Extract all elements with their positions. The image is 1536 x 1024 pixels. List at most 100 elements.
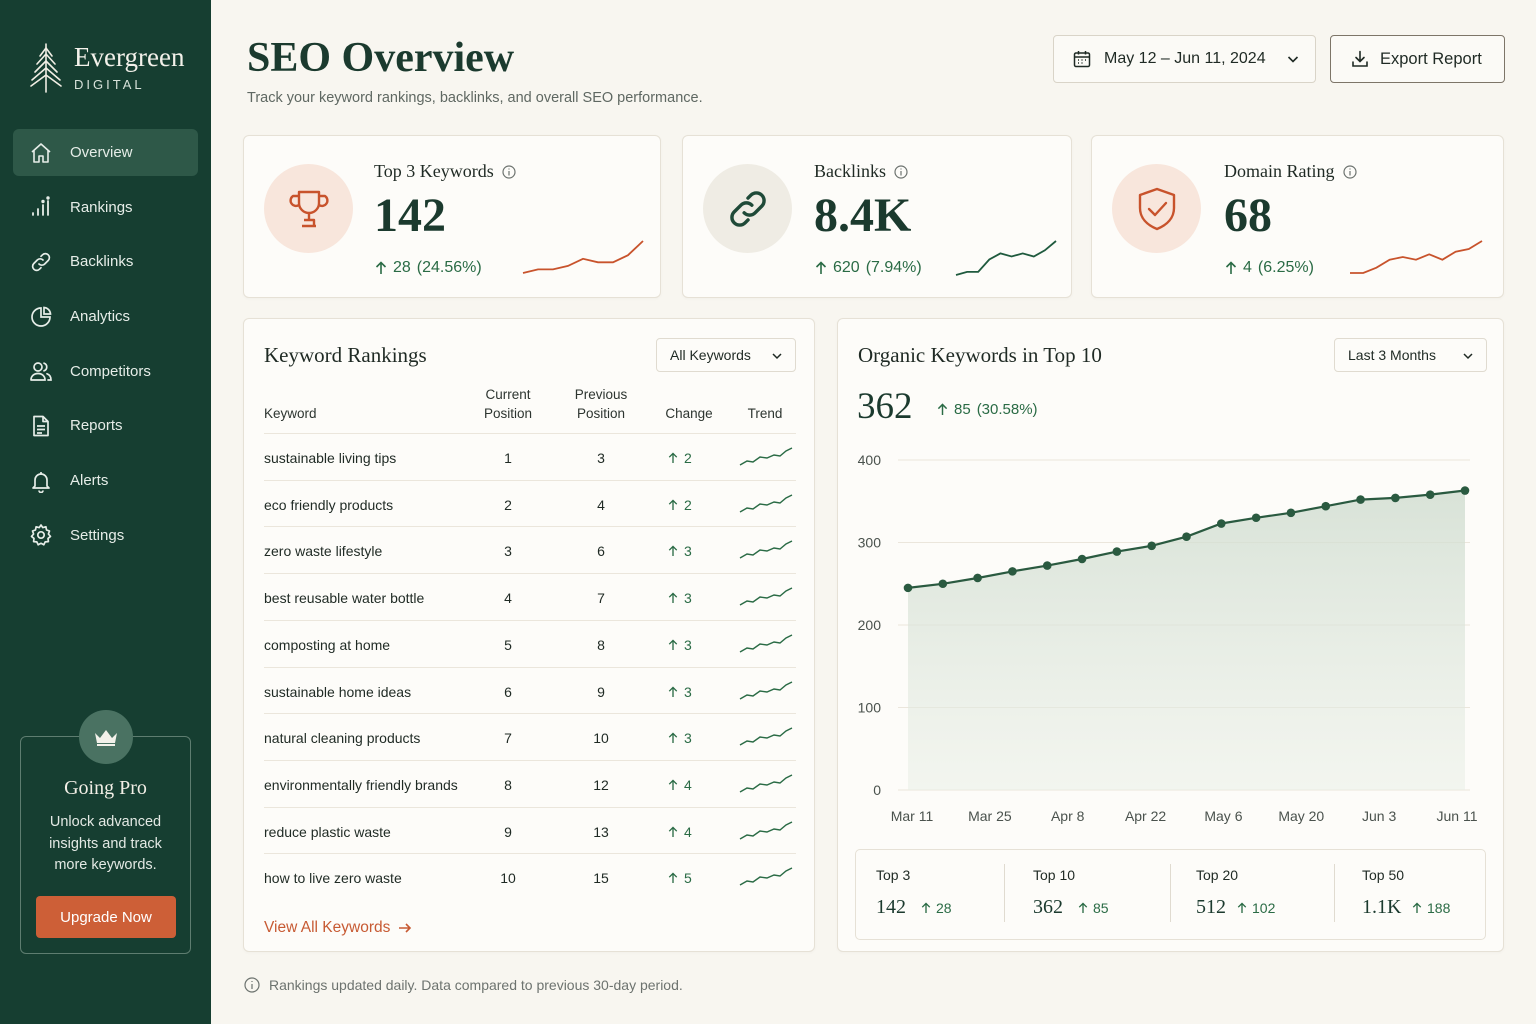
sidebar-item-alerts[interactable]: Alerts [13,457,198,504]
keyword-cell: eco friendly products [264,496,394,513]
kpi-sparkline [1350,240,1483,274]
table-row[interactable]: reduce plastic waste 9 13 4 [264,806,796,854]
arrow-up-icon [668,779,678,790]
brand-sub: DIGITAL [74,77,145,92]
change-cell: 4 [668,824,692,840]
shield-check-icon [1138,187,1175,230]
x-tick-label: Apr 8 [1051,808,1085,824]
x-tick-label: Mar 25 [968,808,1012,824]
sidebar-nav: Overview Rankings Backlinks Analytics Co… [13,129,198,567]
column-header-current: Current Position [483,387,533,421]
change-cell: 3 [668,637,692,653]
data-point [1042,561,1052,570]
table-row[interactable]: sustainable home ideas 6 9 3 [264,666,796,714]
home-icon [31,142,51,163]
arrow-up-icon [937,403,948,415]
keyword-cell: reduce plastic waste [264,823,391,840]
area-fill [908,490,1465,790]
trend-sparkline [739,540,793,559]
keyword-cell: natural cleaning products [264,730,421,747]
arrow-up-icon [375,261,387,274]
table-row[interactable]: composting at home 5 8 3 [264,619,796,667]
table-row[interactable]: environmentally friendly brands 8 12 4 [264,759,796,807]
sidebar-item-label: Competitors [70,362,151,380]
keyword-filter-select[interactable]: All Keywords [656,338,796,372]
sparkline-path [1350,240,1483,274]
y-tick-label: 200 [858,617,882,633]
trend-sparkline [739,727,793,746]
date-range-label: May 12 – Jun 11, 2024 [1104,50,1266,67]
arrow-up-icon [1078,902,1088,913]
sidebar-item-overview[interactable]: Overview [13,129,198,176]
change-cell: 5 [668,870,692,886]
info-icon[interactable] [502,164,516,179]
info-icon[interactable] [894,164,908,179]
column-header-previous: Previous Position [574,387,628,421]
kpi-label-text: Top 3 Keywords [374,161,494,181]
kpi-change: 620 (7.94%) [815,259,922,277]
table-row[interactable]: best reusable water bottle 4 7 3 [264,573,796,620]
crown-badge [79,710,133,764]
previous-position-cell: 4 [597,496,605,513]
table-row[interactable]: eco friendly products 2 4 2 [264,479,796,527]
bell-icon [32,471,50,493]
keyword-cell: how to live zero waste [264,870,402,887]
organic-total-change: 85 (30.58%) [937,401,1038,418]
previous-position-cell: 12 [593,776,609,793]
upgrade-now-button[interactable]: Upgrade Now [36,896,176,938]
export-report-button[interactable]: Export Report [1330,35,1505,83]
sidebar-item-backlinks[interactable]: Backlinks [13,238,198,285]
sidebar-item-label: Overview [70,144,133,161]
stat-value: 512 [1196,896,1226,918]
current-position-cell: 6 [504,683,512,700]
trend-sparkline [739,774,793,793]
previous-position-cell: 8 [597,636,605,653]
period-filter-select[interactable]: Last 3 Months [1334,338,1487,372]
change-cell: 3 [668,543,692,559]
sidebar-item-analytics[interactable]: Analytics [13,293,198,340]
trend-sparkline [739,820,793,840]
arrow-up-icon [668,872,678,884]
divider [1170,864,1171,922]
data-point [1077,554,1087,564]
current-position-cell: 4 [504,590,512,607]
view-all-keywords-link[interactable]: View All Keywords [264,919,412,937]
footnote-text: Rankings updated daily. Data compared to… [269,977,683,993]
sidebar-item-label: Reports [70,417,123,435]
sidebar-item-rankings[interactable]: Rankings [13,184,198,231]
brand-logo[interactable]: Evergreen DIGITAL [28,42,184,94]
brand-name: Evergreen [74,42,185,72]
table-row[interactable]: sustainable living tips 1 3 2 [264,433,796,480]
crown-icon [95,730,117,746]
x-tick-label: May 20 [1278,808,1324,824]
current-position-cell: 10 [500,870,516,887]
table-row[interactable]: how to live zero waste 10 15 5 [264,853,796,900]
y-tick-label: 400 [858,452,882,468]
column-header-keyword: Keyword [264,406,317,421]
date-range-picker[interactable]: May 12 – Jun 11, 2024 [1053,35,1316,83]
change-cell: 2 [668,450,692,466]
kpi-change: 4 (6.25%) [1225,259,1314,277]
kpi-change: 28 (24.56%) [375,259,482,277]
sidebar-item-reports[interactable]: Reports [13,402,198,449]
sidebar-item-label: Backlinks [70,253,134,271]
previous-position-cell: 6 [597,543,605,560]
sidebar-item-settings[interactable]: Settings [13,512,198,559]
card-title: Organic Keywords in Top 10 [858,343,1102,367]
document-icon [33,415,49,437]
x-tick-label: Mar 11 [891,808,934,824]
sparkline-path [955,240,1057,276]
arrow-up-icon [668,452,678,463]
change-cell: 2 [668,497,692,513]
kpi-card-backlinks: Backlinks 8.4K 620 (7.94%) [682,135,1072,298]
table-row[interactable]: natural cleaning products 7 10 3 [264,713,796,760]
going-pro-card: Going Pro Unlock advanced insights and t… [20,710,191,954]
organic-total-value: 362 [857,386,913,427]
table-row[interactable]: zero waste lifestyle 3 6 3 [264,526,796,573]
kpi-card-top3: Top 3 Keywords 142 28 (24.56%) [243,135,661,298]
sidebar-item-competitors[interactable]: Competitors [13,348,198,395]
change-cell: 4 [668,777,692,793]
kpi-change-pct: (7.94%) [865,259,922,276]
pro-text: Unlock advanced insights and track more … [49,814,162,873]
info-icon[interactable] [1342,164,1357,179]
